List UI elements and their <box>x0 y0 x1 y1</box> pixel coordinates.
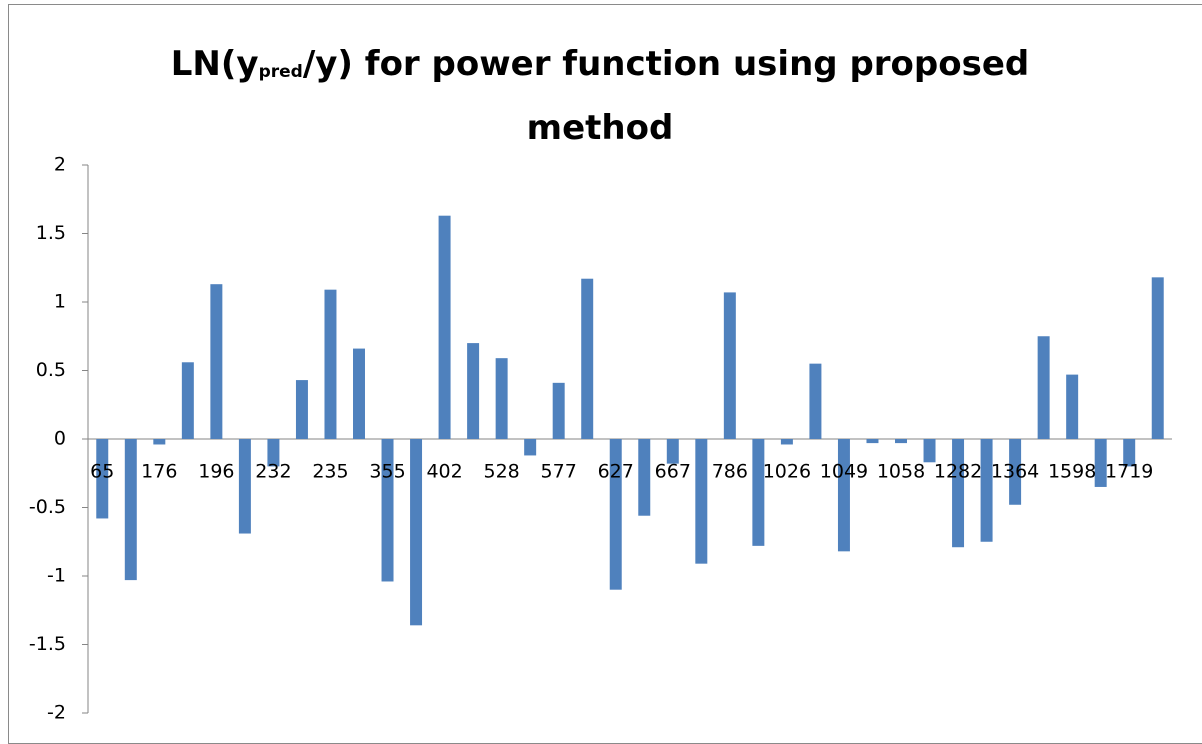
bar <box>809 363 822 439</box>
bar <box>381 439 394 582</box>
bar <box>723 292 736 439</box>
bar <box>438 215 451 439</box>
bar <box>1123 439 1136 467</box>
x-tick-label: 786 <box>712 461 748 483</box>
bar <box>780 439 793 445</box>
bar <box>980 439 993 542</box>
bar <box>866 439 879 444</box>
bar <box>210 284 223 439</box>
x-tick-label: 1598 <box>1048 461 1096 483</box>
bar <box>1009 439 1022 505</box>
y-tick-label: -0.5 <box>29 496 66 518</box>
x-tick-label: 577 <box>541 461 577 483</box>
x-tick-label: 176 <box>141 461 177 483</box>
bar <box>238 439 251 534</box>
bar <box>609 439 622 590</box>
bar <box>495 358 508 439</box>
bar <box>638 439 651 516</box>
y-tick-label: -1 <box>47 565 66 587</box>
bar <box>695 439 708 564</box>
y-tick-label: -2 <box>47 702 66 724</box>
bar <box>353 348 365 439</box>
bar <box>581 278 594 439</box>
x-tick-label: 1719 <box>1105 461 1153 483</box>
bar <box>267 439 280 467</box>
y-tick-label: -1.5 <box>29 633 66 655</box>
x-tick-label: 402 <box>426 461 462 483</box>
bar <box>295 380 308 439</box>
x-tick-label: 667 <box>655 461 691 483</box>
bar <box>153 439 166 445</box>
x-tick-label: 1026 <box>763 461 811 483</box>
bar <box>1151 277 1164 439</box>
x-tick-label: 355 <box>369 461 405 483</box>
x-tick-label: 235 <box>312 461 348 483</box>
bar <box>552 382 565 439</box>
y-tick-label: 0.5 <box>36 359 66 381</box>
x-tick-label: 528 <box>483 461 519 483</box>
bar <box>467 343 480 439</box>
x-tick-label: 1058 <box>877 461 925 483</box>
bar <box>324 289 337 439</box>
x-tick-label: 232 <box>255 461 291 483</box>
x-tick-label: 65 <box>90 461 114 483</box>
y-tick-label: 0 <box>54 428 66 450</box>
y-tick-label: 1 <box>54 291 66 313</box>
bar <box>410 439 423 626</box>
x-tick-label: 1364 <box>991 461 1039 483</box>
bar <box>837 439 850 552</box>
bar <box>1094 439 1107 487</box>
x-tick-label: 1282 <box>934 461 982 483</box>
bar <box>752 439 765 546</box>
title-part: /y) for power function using proposed me… <box>302 44 1030 148</box>
bar <box>923 439 936 463</box>
bar <box>181 362 194 439</box>
y-tick-label: 1.5 <box>36 222 66 244</box>
bar <box>1037 336 1050 439</box>
x-tick-label: 627 <box>598 461 634 483</box>
x-tick-label: 196 <box>198 461 234 483</box>
bar <box>1066 374 1079 439</box>
bar <box>524 439 537 456</box>
title-part: LN(y <box>170 44 259 84</box>
bar <box>124 439 137 581</box>
bar <box>96 439 109 519</box>
y-tick-label: 2 <box>54 154 66 176</box>
bar <box>952 439 965 548</box>
title-subscript: pred <box>258 62 303 82</box>
x-tick-label: 1049 <box>820 461 868 483</box>
bar <box>895 439 907 444</box>
chart-title: LN(ypred/y) for power function using pro… <box>150 36 1050 156</box>
bar <box>666 439 679 464</box>
